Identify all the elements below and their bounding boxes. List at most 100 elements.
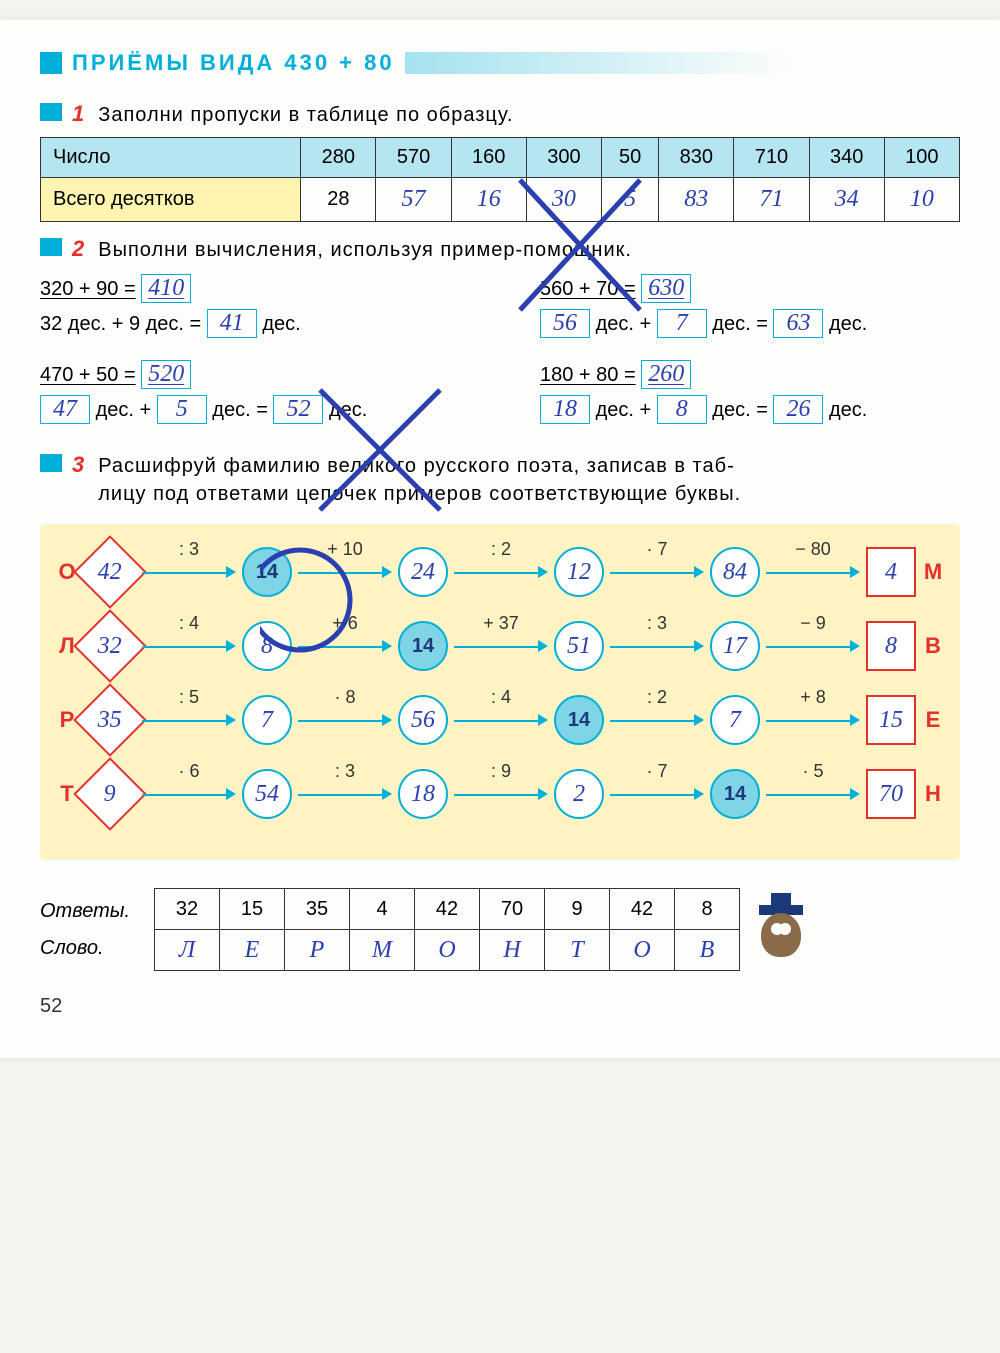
- exercise-1-header: 1 Заполни пропуски в таблице по образцу.: [40, 101, 960, 129]
- calc-unit: дес. +: [596, 399, 652, 421]
- handwritten: 83: [684, 186, 708, 212]
- handwritten: 30: [552, 186, 576, 212]
- chain-arrow: : 9: [454, 779, 548, 809]
- chain-circle: 8: [242, 621, 292, 671]
- calc-unit: дес.: [329, 399, 367, 421]
- ex3-number: 3: [72, 452, 84, 508]
- chain-start-diamond: 32: [73, 609, 147, 683]
- chain-letter-right: Е: [922, 707, 944, 733]
- answers-table: 321535442709428 ЛЕРМОНТОВ: [154, 888, 740, 971]
- chain-arrow: − 9: [766, 631, 860, 661]
- calc-unit: дес. =: [712, 399, 768, 421]
- chain-arrow: · 7: [610, 557, 704, 587]
- answer-letter-cell: В: [675, 930, 740, 971]
- answer-num-cell: 32: [155, 889, 220, 930]
- chain-row: Р35: 57· 856: 414: 27+ 815Е: [56, 694, 944, 746]
- owl-icon: [754, 903, 808, 957]
- word-label: Слово.: [40, 937, 140, 960]
- ex1-row1-label: Число: [41, 138, 301, 178]
- answer-num-cell: 42: [415, 889, 480, 930]
- answer-letter-cell: Н: [480, 930, 545, 971]
- chain-arrow: : 2: [454, 557, 548, 587]
- ex1-number: 1: [72, 101, 84, 129]
- chain-arrow: : 3: [298, 779, 392, 809]
- calc-answer: 7: [657, 309, 707, 338]
- answer-letter-cell: О: [610, 930, 675, 971]
- chain-circle: 84: [710, 547, 760, 597]
- title-fade: [405, 52, 960, 74]
- chain-circle: 54: [242, 769, 292, 819]
- table-cell: 830: [659, 138, 734, 178]
- chain-circle: 14: [710, 769, 760, 819]
- chain-circle: 14: [242, 547, 292, 597]
- chain-circle: 17: [710, 621, 760, 671]
- calc-unit: дес. +: [96, 399, 152, 421]
- handwritten: 10: [910, 186, 934, 212]
- ex2-block-1: 320 + 90 = 410 32 дес. + 9 дес. = 41 дес…: [40, 274, 960, 338]
- chain-arrow: + 10: [298, 557, 392, 587]
- chain-circle: 2: [554, 769, 604, 819]
- answer-num-cell: 4: [350, 889, 415, 930]
- answer-letter-cell: Е: [220, 930, 285, 971]
- ex2-text: Выполни вычисления, используя пример-пом…: [98, 236, 632, 264]
- answer-letter-cell: М: [350, 930, 415, 971]
- chain-circle: 12: [554, 547, 604, 597]
- calc-unit: дес. =: [712, 313, 768, 335]
- table-cell: 340: [809, 138, 884, 178]
- handwritten: 57: [402, 186, 426, 212]
- chain-circle: 7: [710, 695, 760, 745]
- answer-num-cell: 70: [480, 889, 545, 930]
- handwritten: 71: [759, 186, 783, 212]
- chain-circle: 24: [398, 547, 448, 597]
- chain-arrow: · 5: [766, 779, 860, 809]
- answer-num-cell: 42: [610, 889, 675, 930]
- calc-expr: 180 + 80 =: [540, 364, 636, 386]
- ex2-number: 2: [72, 236, 84, 264]
- ex1-text: Заполни пропуски в таблице по образцу.: [98, 101, 513, 129]
- chain-start-diamond: 35: [73, 683, 147, 757]
- calc-answer: 47: [40, 395, 90, 424]
- chain-row: Л32: 48+ 614+ 3751: 317− 98В: [56, 620, 944, 672]
- chain-arrow: : 4: [142, 631, 236, 661]
- table-cell: 28: [301, 178, 376, 222]
- calc-unit: дес. +: [596, 313, 652, 335]
- table-cell: 280: [301, 138, 376, 178]
- answer-letter-cell: Р: [285, 930, 350, 971]
- exercise-2-header: 2 Выполни вычисления, используя пример-п…: [40, 236, 960, 264]
- calc-expr: 320 + 90 =: [40, 278, 136, 300]
- ex1-table: Число 280 570 160 300 50 830 710 340 100…: [40, 137, 960, 222]
- answers-label: Ответы.: [40, 900, 140, 923]
- chain-end-square: 15: [866, 695, 916, 745]
- calc-expr: 32 дес. + 9 дес. =: [40, 313, 201, 335]
- table-cell: 160: [451, 138, 526, 178]
- table-cell: 100: [884, 138, 959, 178]
- chain-letter-right: Н: [922, 781, 944, 807]
- ex1-row2-label: Всего десятков: [41, 178, 301, 222]
- title-accent: [40, 52, 62, 74]
- table-cell: 710: [734, 138, 809, 178]
- calc-expr: 470 + 50 =: [40, 364, 136, 386]
- chain-arrow: · 8: [298, 705, 392, 735]
- chain-end-square: 4: [866, 547, 916, 597]
- calc-expr: 560 + 70 =: [540, 278, 636, 300]
- chain-start-diamond: 9: [73, 757, 147, 831]
- chain-arrow: : 3: [142, 557, 236, 587]
- chain-arrow: : 3: [610, 631, 704, 661]
- handwritten: 5: [624, 186, 636, 212]
- calc-unit: дес.: [829, 399, 867, 421]
- chain-arrow: + 37: [454, 631, 548, 661]
- calc-answer: 52: [273, 395, 323, 424]
- table-cell: 570: [376, 138, 451, 178]
- chain-letter-right: В: [922, 633, 944, 659]
- chain-end-square: 70: [866, 769, 916, 819]
- calc-answer: 56: [540, 309, 590, 338]
- calc-answer: 26: [773, 395, 823, 424]
- chain-arrow: + 6: [298, 631, 392, 661]
- chain-panel: О42: 314+ 1024: 212· 784− 804МЛ32: 48+ 6…: [40, 524, 960, 860]
- chain-arrow: + 8: [766, 705, 860, 735]
- chain-arrow: : 5: [142, 705, 236, 735]
- calc-answer: 260: [641, 360, 691, 389]
- calc-unit: дес. =: [212, 399, 268, 421]
- handwritten: 16: [477, 186, 501, 212]
- chain-arrow: · 6: [142, 779, 236, 809]
